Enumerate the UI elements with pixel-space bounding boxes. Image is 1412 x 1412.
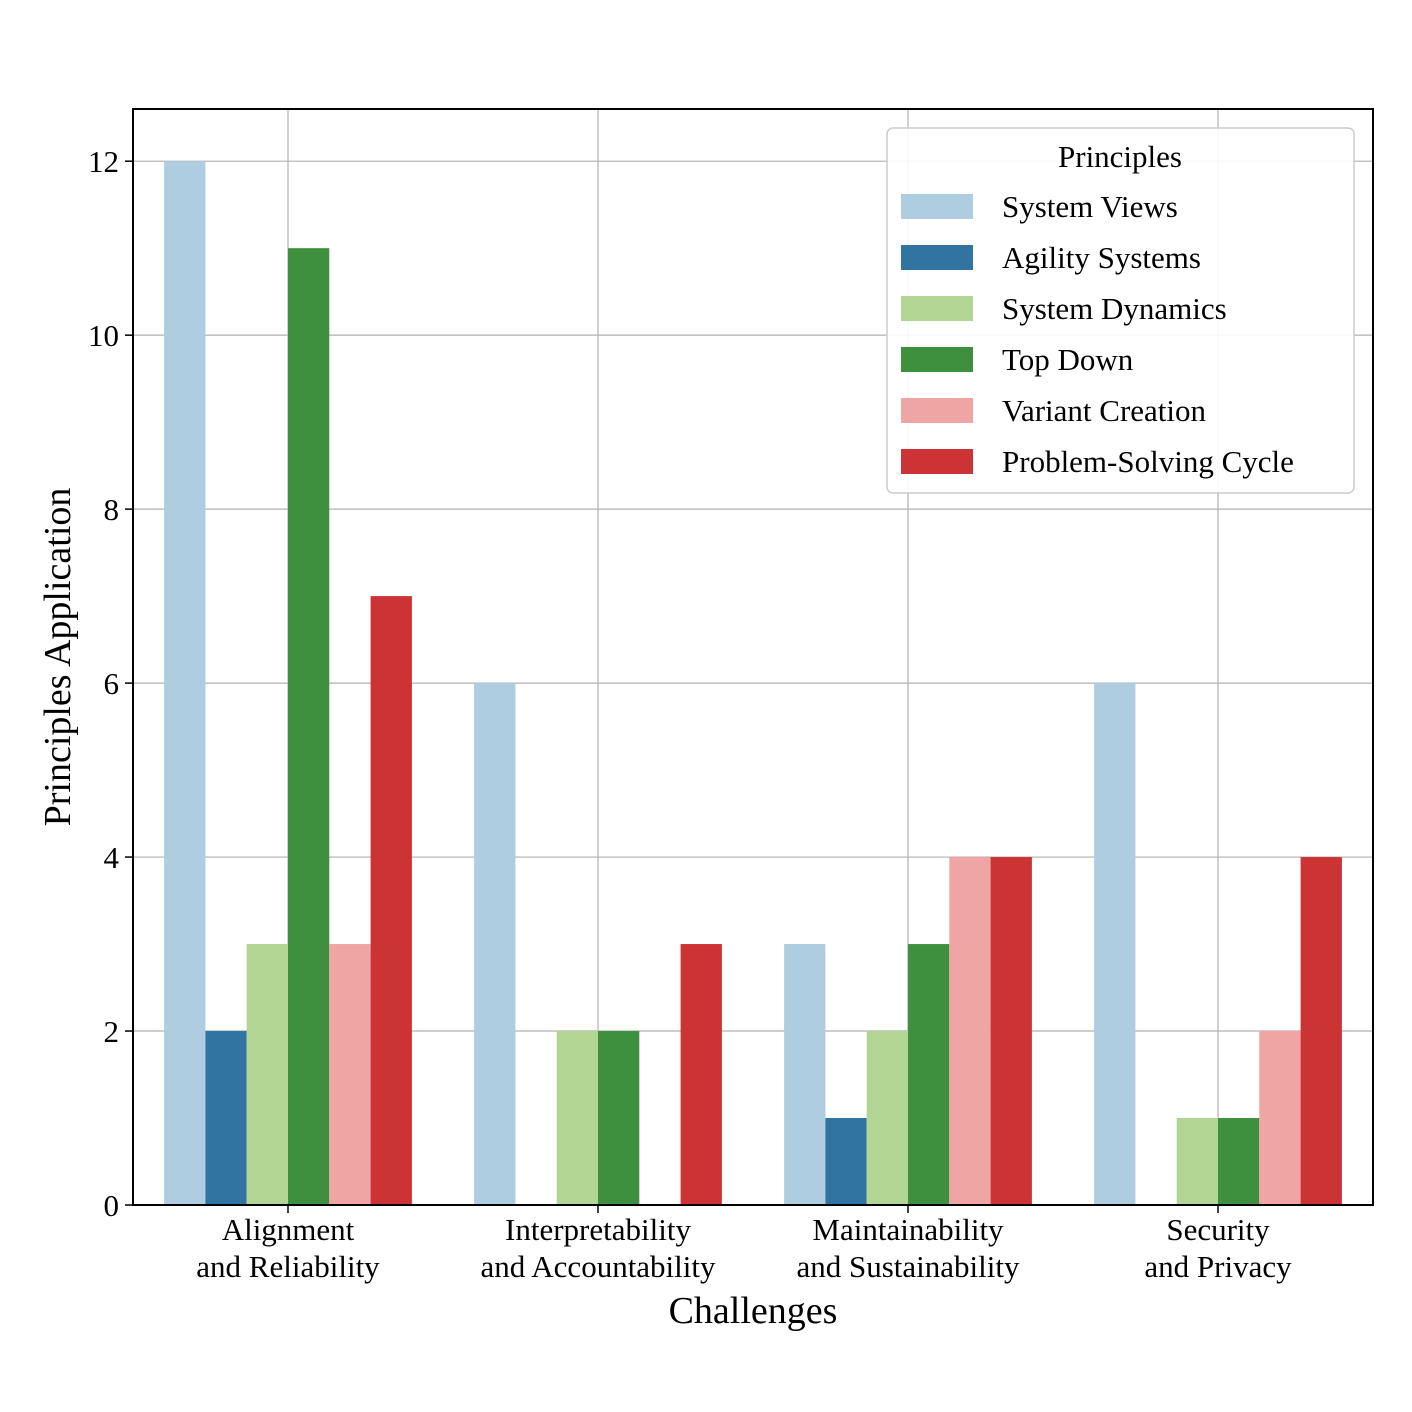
bars [164, 161, 1342, 1206]
x-tick-label: Maintainability and Sustainability [796, 1212, 1020, 1284]
y-tick-label: 4 [104, 840, 120, 875]
x-axis-ticks: Alignment and Reliability Interpretability… [196, 1205, 1292, 1284]
bar [1300, 857, 1342, 1205]
bar [784, 944, 826, 1205]
bar [908, 944, 950, 1205]
legend-swatch [901, 194, 973, 219]
x-tick-label: Interpretability and Accountability [480, 1212, 716, 1284]
legend-swatch [901, 296, 973, 321]
bar [370, 596, 412, 1205]
bar [288, 248, 330, 1205]
legend-swatch [901, 398, 973, 423]
bar [1218, 1118, 1260, 1205]
bar [1094, 683, 1136, 1205]
legend-box [886, 127, 1355, 494]
legend: Principles System Views Agility Systems Sy… [886, 127, 1355, 494]
bar [1176, 1118, 1218, 1205]
legend-entry: Problem-Solving Cycle [1002, 444, 1294, 479]
legend-swatch [901, 347, 973, 372]
plot-frame [132, 108, 1374, 1206]
bar [556, 1031, 598, 1205]
bar [598, 1031, 640, 1205]
y-axis-label: Principles Application [37, 488, 79, 827]
bar [164, 161, 206, 1206]
x-tick-label: Security and Privacy [1144, 1212, 1292, 1284]
bar [474, 683, 516, 1205]
y-tick-label: 2 [104, 1014, 120, 1049]
legend-entry: Top Down [1002, 342, 1134, 377]
bar [990, 857, 1032, 1205]
y-axis-ticks: 0 2 4 6 8 10 12 [88, 144, 133, 1223]
legend-entry: Agility Systems [1002, 240, 1201, 275]
y-tick-label: 10 [88, 318, 119, 353]
legend-title: Principles [1058, 139, 1182, 174]
bar [866, 1031, 908, 1205]
y-tick-label: 12 [88, 144, 119, 179]
bar [246, 944, 288, 1205]
legend-entry: Variant Creation [1002, 393, 1207, 428]
bar [680, 944, 722, 1205]
bar [825, 1118, 867, 1205]
legend-swatch [901, 245, 973, 270]
x-axis-label: Challenges [669, 1290, 838, 1332]
legend-entry: System Dynamics [1002, 291, 1227, 326]
legend-swatch [901, 449, 973, 474]
bar [205, 1031, 247, 1205]
bar [329, 944, 371, 1205]
x-tick-label: Alignment and Reliability [196, 1212, 380, 1284]
y-tick-label: 8 [104, 492, 120, 527]
legend-entry: System Views [1002, 189, 1178, 224]
bar [1259, 1031, 1301, 1205]
y-tick-label: 6 [104, 666, 120, 701]
bar [949, 857, 991, 1205]
y-tick-label: 0 [104, 1188, 120, 1223]
